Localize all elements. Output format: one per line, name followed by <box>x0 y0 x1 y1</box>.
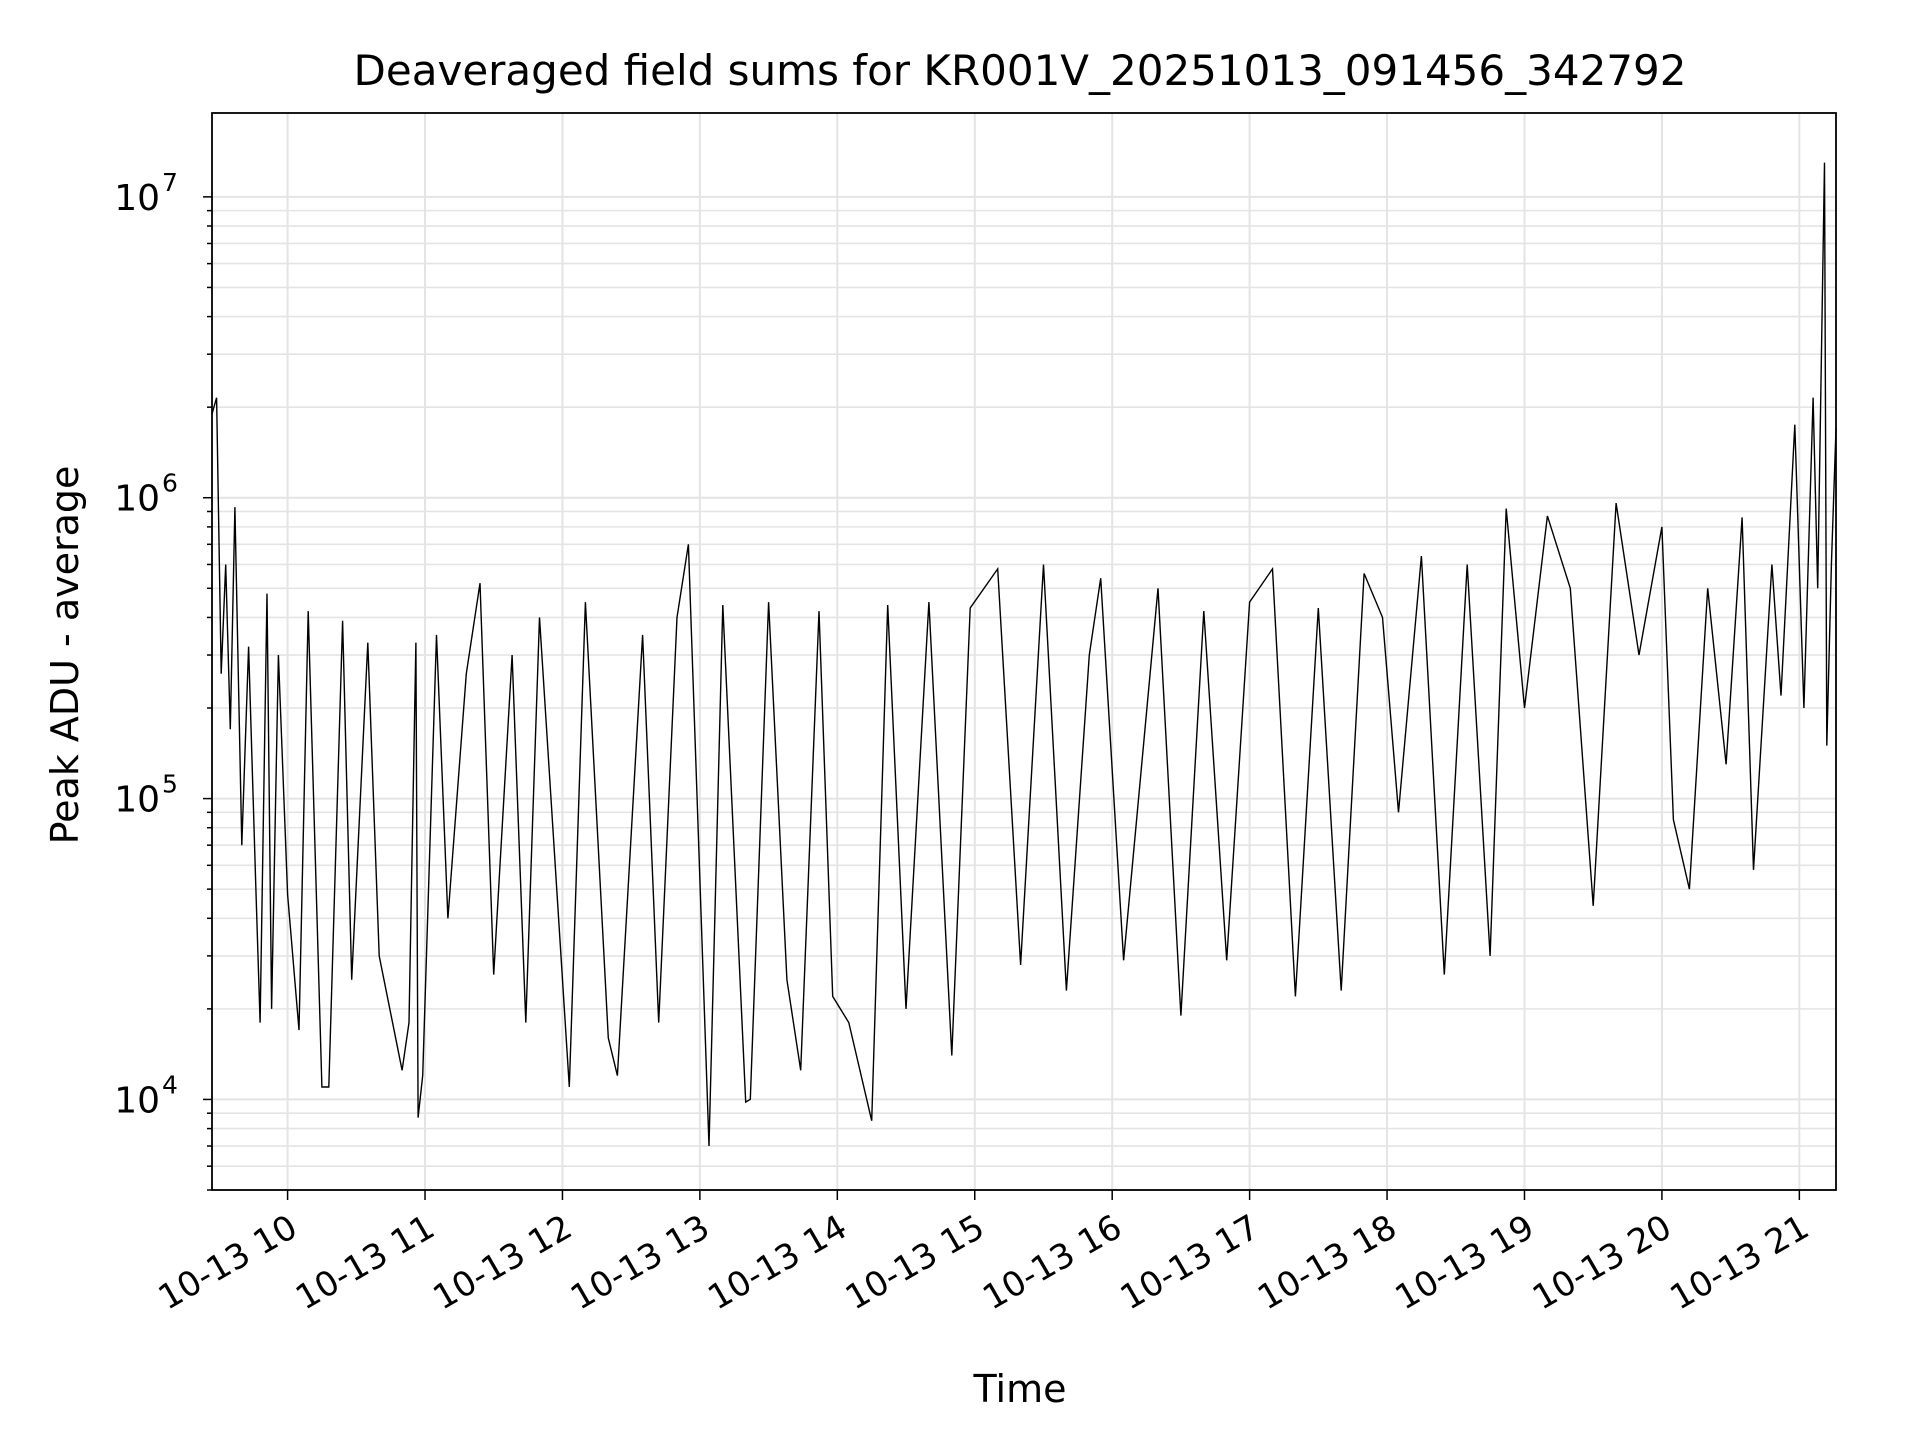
series-layer <box>211 162 1837 1147</box>
y-tick-exponent: 5 <box>162 770 178 799</box>
y-tick-label: 10 <box>114 178 160 219</box>
y-tick-exponent: 4 <box>162 1070 178 1099</box>
plot-frame <box>211 112 1837 1191</box>
chart-title: Deaveraged field sums for KR001V_2025101… <box>354 46 1687 95</box>
y-tick-label: 10 <box>114 1080 160 1121</box>
data-series-line <box>211 162 1837 1147</box>
y-tick-exponent: 7 <box>162 168 178 197</box>
x-axis-label: Time <box>973 1367 1067 1411</box>
y-tick-exponent: 6 <box>162 469 178 498</box>
y-axis-label: Peak ADU - average <box>43 466 87 845</box>
y-tick-label: 10 <box>114 479 160 520</box>
y-tick-label: 10 <box>114 780 160 821</box>
